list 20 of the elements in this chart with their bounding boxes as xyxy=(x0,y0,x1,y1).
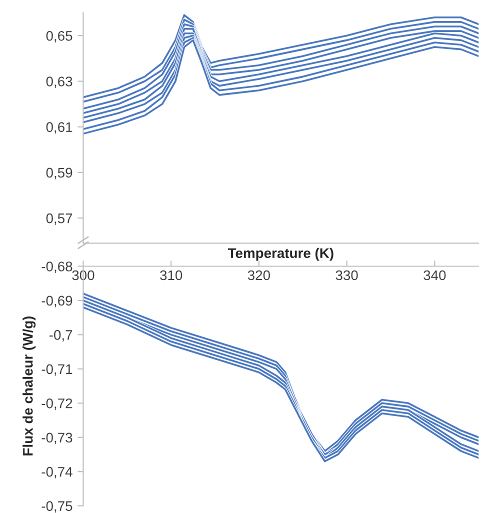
y-tick-label: -0,72 xyxy=(42,398,72,410)
y-tick-label: -0,75 xyxy=(42,501,72,513)
x-tick-label: 320 xyxy=(248,270,270,280)
y-tick-label: -0,7 xyxy=(49,330,72,342)
x-tick-label: 310 xyxy=(160,270,182,280)
y-tick-label: -0,73 xyxy=(42,432,72,444)
y-tick-label: -0,71 xyxy=(42,364,72,376)
y-tick-label: -0,74 xyxy=(42,466,72,478)
x-tick-label: 330 xyxy=(336,270,358,280)
y-axis-title: Flux de chaleur (W/g) xyxy=(22,316,36,456)
y-tick-label: -0,68 xyxy=(42,262,72,274)
x-axis-title: Temperature (K) xyxy=(228,248,334,261)
x-tick-label: 340 xyxy=(424,270,446,280)
x-tick-label: 300 xyxy=(72,270,94,280)
y-tick-label: 0,61 xyxy=(46,122,72,134)
y-tick-label: 0,57 xyxy=(46,213,72,225)
y-tick-label: -0,69 xyxy=(42,296,72,308)
y-tick-label: 0,63 xyxy=(46,76,72,88)
y-tick-label: 0,59 xyxy=(46,168,72,180)
y-tick-label: 0,65 xyxy=(46,30,72,42)
